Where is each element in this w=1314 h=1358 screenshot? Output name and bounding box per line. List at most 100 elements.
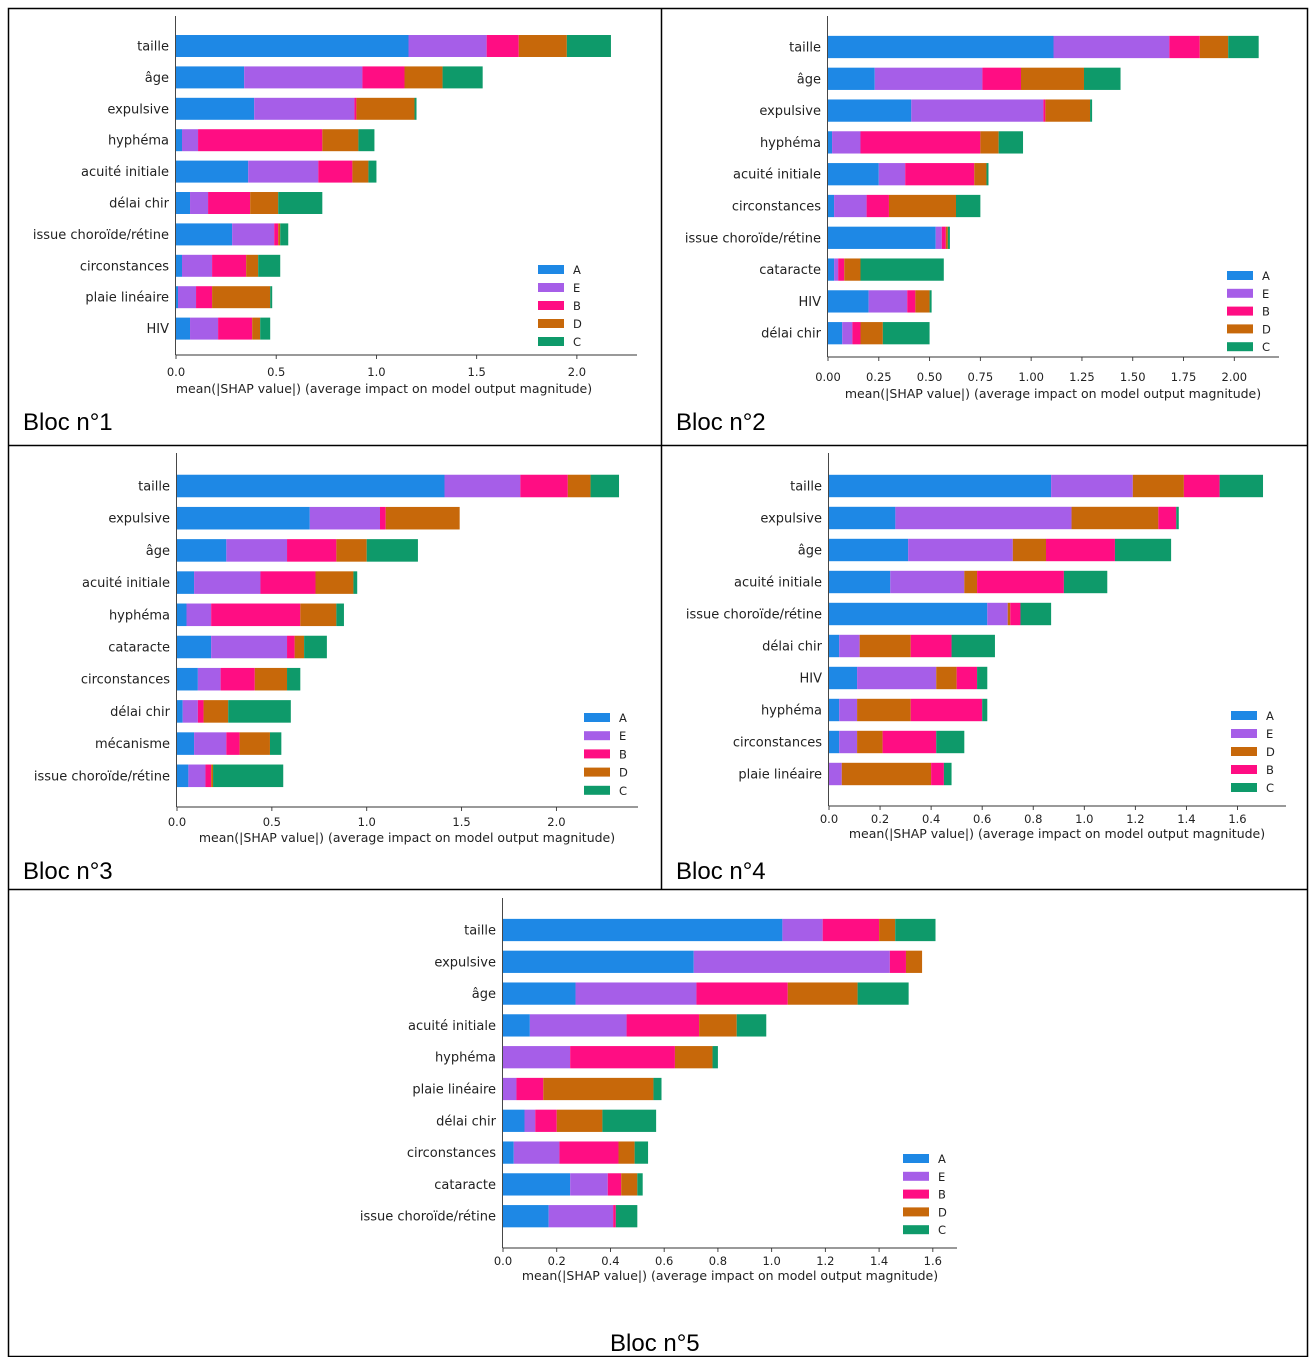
bar-circonstances-a (503, 1141, 514, 1164)
category-label-hyphema: hyphéma (435, 1051, 496, 1066)
bar-plaie-lineaire-d (841, 762, 932, 786)
legend-label-c: C (619, 784, 627, 798)
category-label-hiv: HIV (146, 322, 169, 337)
bar-delai-chir-b (910, 634, 952, 658)
category-label-acuite-initiale: acuité initiale (408, 1019, 496, 1034)
bar-plaie-lineaire-a (176, 286, 178, 309)
category-label-plaie-lineaire: plaie linéaire (412, 1083, 496, 1098)
category-label-acuite-initiale: acuité initiale (81, 165, 169, 180)
bar-expulsive-e (911, 99, 1044, 122)
bar-taille-d (567, 474, 591, 498)
category-label-issue-choroide-retine: issue choroïde/rétine (34, 769, 170, 784)
x-axis-label: mean(|SHAP value|) (average impact on mo… (199, 830, 615, 845)
bar-circonstances-c (287, 667, 301, 691)
category-label-age: âge (472, 987, 496, 1002)
legend-label-e: E (573, 281, 580, 295)
legend-swatch-b (1231, 765, 1257, 774)
bar-acuite-initiale-d (699, 1014, 737, 1037)
legend-label-e: E (1262, 287, 1269, 301)
legend-label-e: E (619, 729, 626, 743)
bar-age-d (336, 539, 367, 562)
bar-age-c (1114, 538, 1172, 562)
bar-circonstances-c (634, 1141, 649, 1164)
legend-swatch-e (538, 283, 564, 292)
bar-hyphema-e (182, 129, 199, 152)
bar-acuite-initiale-e (194, 571, 261, 594)
bar-plaie-lineaire-d (212, 286, 271, 309)
bar-acuite-initiale-b (318, 160, 353, 183)
bar-issue-choroide-retine-b (941, 226, 946, 249)
bar-acuite-initiale-a (828, 163, 879, 186)
bar-acuite-initiale-e (878, 163, 906, 186)
bar-circonstances-b (220, 667, 255, 691)
bar-age-a (176, 66, 245, 89)
category-label-cataracte: cataracte (434, 1178, 496, 1193)
bar-taille-d (518, 35, 567, 57)
bar-age-a (177, 539, 227, 562)
bar-issue-choroide-retine-c (1020, 602, 1052, 626)
bar-cataracte-c (304, 635, 327, 659)
bar-circonstances-c (258, 254, 281, 277)
bloc-2-panel: taille âge expulsive hyphéma acuité initiale… (662, 9, 1308, 445)
category-label-expulsive: expulsive (434, 955, 496, 970)
bar-age-e (244, 66, 363, 89)
bar-circonstances-e (197, 667, 221, 691)
x-tick-label: 1.6 (924, 1254, 942, 1268)
bar-hyphema-b (910, 698, 983, 722)
category-label-issue-choroide-retine: issue choroïde/rétine (360, 1210, 496, 1225)
bar-age-e (575, 982, 697, 1005)
x-tick-label: 0.75 (968, 370, 994, 384)
bar-expulsive-e (309, 506, 380, 530)
bar-acuite-initiale-d (352, 160, 369, 183)
x-axis-label: mean(|SHAP value|) (average impact on mo… (176, 381, 592, 396)
bar-hyphema-d (857, 698, 911, 722)
bar-issue-choroide-retine-d (945, 226, 948, 249)
x-tick-label: 1.0 (762, 1254, 780, 1268)
bar-hiv-c (260, 317, 271, 340)
bar-expulsive-b (379, 506, 386, 530)
bar-hiv-d (936, 666, 957, 690)
category-label-taille: taille (137, 40, 169, 55)
legend-swatch-d (584, 767, 610, 777)
bar-taille-e (408, 35, 487, 57)
bar-age-b (982, 67, 1021, 90)
legend-swatch-e (1227, 288, 1253, 298)
bar-circonstances-e (513, 1141, 560, 1164)
bar-delai-chir-a (177, 700, 183, 723)
bar-cataracte-b (838, 258, 845, 281)
x-tick-label: 1.0 (367, 365, 385, 379)
bar-issue-choroide-retine-e (548, 1205, 614, 1228)
category-label-issue-choroide-retine: issue choroïde/rétine (686, 608, 822, 623)
bar-age-c (857, 982, 909, 1005)
bloc-3-label: Bloc n°3 (23, 858, 113, 885)
x-tick-label: 2.0 (568, 365, 586, 379)
bar-hiv-b (907, 290, 916, 313)
bar-cataracte-a (828, 258, 835, 281)
bar-expulsive-a (828, 99, 912, 122)
category-label-circonstances: circonstances (407, 1146, 496, 1161)
bar-hyphema-c (712, 1046, 718, 1069)
x-tick-label: 0.0 (168, 815, 186, 829)
bar-plaie-lineaire-c (270, 286, 273, 309)
legend-label-b: B (938, 1188, 946, 1202)
legend-swatch-d (1227, 324, 1253, 334)
bar-expulsive-d (356, 97, 415, 120)
bar-age-e (908, 538, 1013, 562)
bar-hiv-d (252, 317, 261, 340)
bar-circonstances-e (834, 194, 867, 218)
bar-delai-chir-e (839, 634, 860, 658)
legend-label-c: C (1266, 781, 1274, 795)
x-tick-label: 0.2 (548, 1254, 566, 1268)
bar-hyphema-b (860, 131, 981, 154)
bar-issue-choroide-retine-b (205, 764, 212, 788)
bar-expulsive-a (829, 506, 896, 530)
bloc-2-label: Bloc n°2 (676, 409, 766, 436)
x-tick-label: 1.5 (468, 365, 486, 379)
category-label-delai-chir: délai chir (761, 327, 822, 342)
bloc-1-panel: taille âge expulsive hyphéma acuité initiale… (9, 9, 661, 445)
bar-hyphema-b (570, 1046, 675, 1069)
bar-cataracte-e (834, 258, 839, 281)
bar-expulsive-c (1090, 99, 1093, 122)
bar-issue-choroide-retine-c (615, 1205, 638, 1228)
bloc-2-chart: taille âge expulsive hyphéma acuité initiale… (685, 16, 1279, 401)
